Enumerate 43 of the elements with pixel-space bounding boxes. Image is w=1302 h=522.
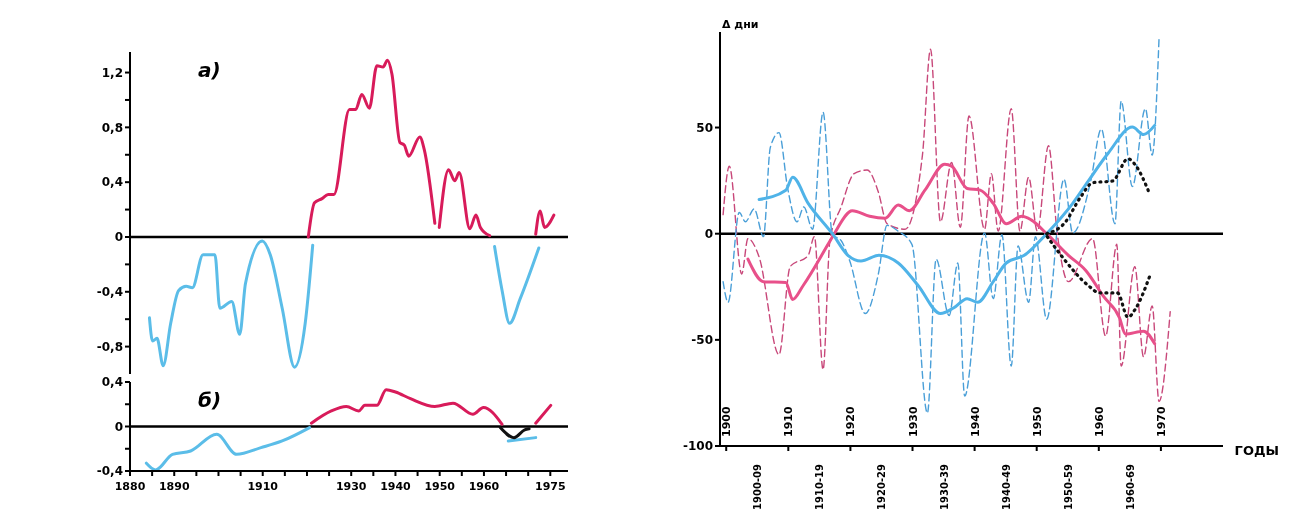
y-tick-label: -0,8 <box>96 339 123 354</box>
y-tick-label: 1,2 <box>101 65 123 80</box>
text: 1940-49 <box>1000 463 1012 510</box>
x-tick-label: 1940 <box>968 406 982 437</box>
line-series <box>757 123 1157 316</box>
y-tick-label: 0,4 <box>101 175 123 190</box>
y-tick-label: -0,4 <box>96 464 123 479</box>
text: 1930-39 <box>938 463 950 510</box>
y-tick-label: 0,4 <box>101 375 123 390</box>
text: 1910-19 <box>814 463 826 510</box>
y-tick-label: 0,8 <box>101 120 123 135</box>
x-tick-label: 1920 <box>844 406 858 437</box>
text: 1920-29 <box>876 463 888 510</box>
y-tick-label: -0,4 <box>96 285 123 300</box>
chart-title: а) <box>198 58 221 82</box>
x-tick-label: 1960 <box>468 480 500 493</box>
x-tick-label: 1940 <box>380 480 412 493</box>
x-tick-label: 1930 <box>906 406 920 437</box>
x-tick-label: 1950 <box>1030 406 1044 437</box>
x-tick-label: 1910 <box>247 480 279 493</box>
line-series <box>498 426 531 440</box>
y-tick-label: 50 <box>696 120 713 135</box>
text: 1900-09 <box>752 463 764 510</box>
y-axis-title: Δ дни <box>722 18 759 31</box>
text: 1950-59 <box>1062 463 1074 510</box>
x-tick-label: 1950 <box>424 480 456 493</box>
y-tick-label: 0 <box>704 226 713 241</box>
x-tick-label: 1900 <box>720 406 734 437</box>
x-axis-title: ГОДЫ <box>1234 443 1279 458</box>
x-tick-label: 1880 <box>114 480 146 493</box>
x-tick-label: 1930 <box>335 480 367 493</box>
y-tick-label: -50 <box>691 333 713 348</box>
x-tick-label: 1910 <box>782 406 796 437</box>
x-tick-label: 1975 <box>534 480 566 493</box>
x-tick-label: 1970 <box>1154 406 1168 437</box>
y-tick-label: -100 <box>682 439 713 454</box>
x-tick-label: 1960 <box>1092 406 1106 437</box>
line-series <box>746 162 1157 346</box>
y-tick-label: 0 <box>114 419 123 434</box>
chart-title: б) <box>198 388 222 412</box>
y-tick-label: 0 <box>114 230 123 245</box>
x-tick-label: 1890 <box>158 480 190 493</box>
text: 1960-69 <box>1124 463 1136 510</box>
